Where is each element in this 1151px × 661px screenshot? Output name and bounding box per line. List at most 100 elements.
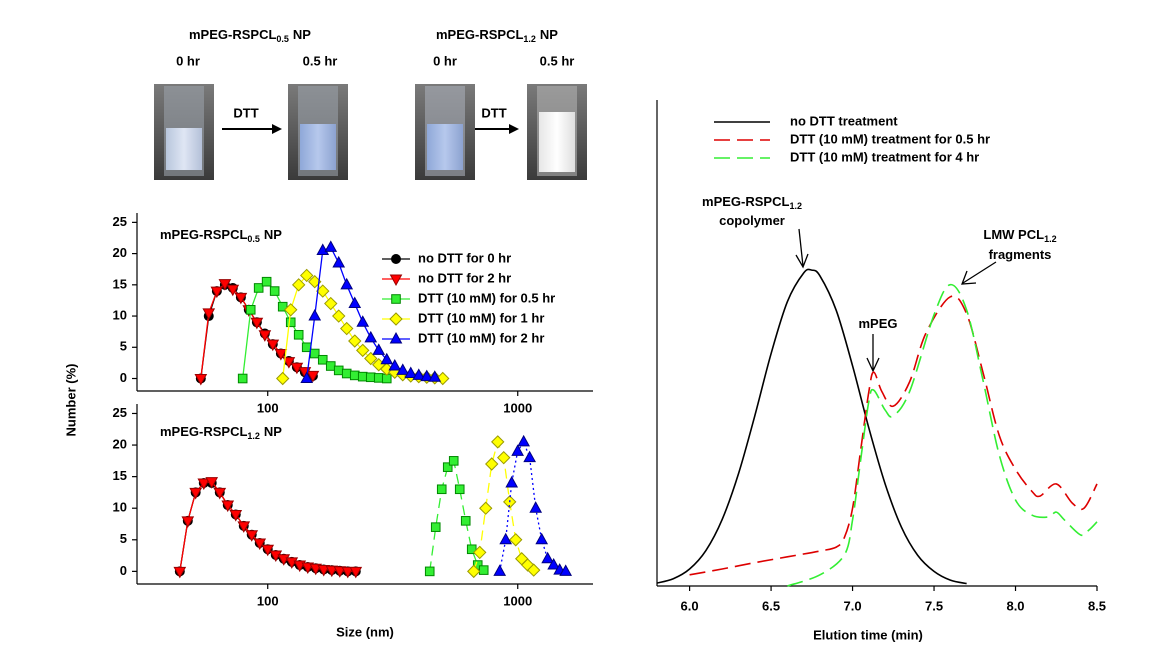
marker [509,533,523,547]
marker [245,305,256,315]
marker [282,357,296,369]
x-tick-label: 6.0 [681,598,699,613]
label-sub: 0.5 [247,234,260,244]
series-line [656,268,967,585]
photo-title: mPEG-RSPCL0.5 NP [189,27,311,44]
marker [467,564,481,579]
series-line [179,480,356,573]
marker [237,373,248,384]
marker [442,462,453,472]
marker [324,240,338,252]
marker [253,538,267,550]
label: mPEG-RSPCL1.2 [702,194,802,211]
reagent-label: DTT [233,105,258,120]
label-suffix: NP [264,424,282,439]
marker [349,370,360,381]
marker [380,352,394,365]
label-sub: 1.2 [247,431,260,441]
marker [269,286,280,296]
label-text: mPEG-RSPCL [160,227,247,242]
arrow [866,334,880,373]
marker [258,330,272,342]
legend-label: DTT (10 mM) treatment for 4 hr [790,149,979,164]
arrow [472,124,519,134]
marker [491,435,505,449]
label-text: mPEG-RSPCL [702,194,789,209]
marker [396,363,410,375]
marker [316,284,330,298]
marker [348,296,362,309]
x-tick-label: 6.5 [762,598,780,613]
label-text: mPEG-RSPCL [160,424,247,439]
marker [194,374,208,386]
marker [253,283,264,293]
marker [420,369,434,382]
marker [332,309,346,323]
marker [291,278,306,292]
marker [317,564,331,577]
arrow [222,124,282,134]
marker [559,564,573,576]
marker [285,317,296,328]
label-suffix: NP [264,227,282,242]
legend-label: DTT (10 mM) for 2 hr [418,330,544,345]
marker [300,268,314,283]
marker [293,329,304,340]
label: LMW PCL1.2 [983,227,1056,244]
y-axis-label: Number (%) [63,364,78,437]
marker [333,566,347,578]
marker [547,558,560,570]
marker [284,303,298,317]
marker [517,434,531,447]
marker [454,484,465,495]
marker [505,475,519,488]
marker [213,487,227,500]
marker [460,516,471,526]
y-tick-label: 15 [113,468,127,483]
marker [430,522,441,532]
time-label: 0.5 hr [303,53,338,68]
marker [389,331,403,344]
marker [276,371,290,386]
x-tick-label: 100 [257,593,279,608]
cuvette-photo [288,84,348,180]
marker [348,334,362,348]
marker [478,565,489,575]
series-line [429,459,485,572]
marker [356,315,370,327]
label-text: fragments [989,247,1052,262]
y-tick-label: 0 [120,370,127,385]
legend-label: no DTT treatment [790,113,898,128]
cuvette-photo [415,84,475,180]
marker [210,286,224,299]
marker [493,564,507,576]
x-axis-label: Size (nm) [336,624,394,639]
marker [428,370,442,382]
marker [412,368,426,380]
y-tick-label: 0 [120,563,127,578]
marker [250,317,264,330]
marker [529,501,543,513]
label: mPEG-RSPCL0.5 NP [160,227,282,244]
x-tick-label: 1000 [503,400,532,415]
marker [448,456,459,466]
marker [424,566,435,577]
marker [341,368,352,379]
legend-label: no DTT for 2 hr [418,270,511,285]
title-text: mPEG-RSPCL [189,27,276,42]
time-label: 0 hr [433,53,457,68]
marker [372,343,386,355]
label: fragments [989,247,1052,262]
marker [308,309,322,321]
marker [173,566,187,579]
y-tick-label: 10 [113,307,127,322]
marker [364,330,378,343]
marker [340,321,354,336]
time-label: 0 hr [176,53,200,68]
marker [325,361,336,371]
marker [245,530,259,542]
title-sub: 0.5 [276,34,289,44]
marker [316,243,330,255]
marker [266,339,280,352]
marker [277,554,291,566]
